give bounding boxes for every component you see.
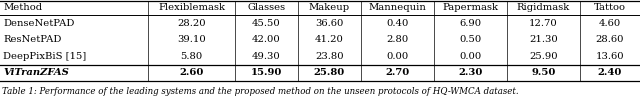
Text: 2.40: 2.40 [598, 68, 622, 77]
Text: DenseNetPAD: DenseNetPAD [3, 19, 74, 28]
Text: 5.80: 5.80 [180, 52, 203, 61]
Text: 0.00: 0.00 [387, 52, 408, 61]
Text: 42.00: 42.00 [252, 35, 281, 44]
Text: 0.00: 0.00 [460, 52, 482, 61]
Text: 25.90: 25.90 [529, 52, 558, 61]
Text: 39.10: 39.10 [177, 35, 206, 44]
Text: 36.60: 36.60 [316, 19, 344, 28]
Text: Flexiblemask: Flexiblemask [158, 3, 225, 13]
Text: 25.80: 25.80 [314, 68, 345, 77]
Text: 15.90: 15.90 [251, 68, 282, 77]
Text: Glasses: Glasses [248, 3, 285, 13]
Text: 2.70: 2.70 [385, 68, 410, 77]
Text: 12.70: 12.70 [529, 19, 558, 28]
Text: 41.20: 41.20 [315, 35, 344, 44]
Text: 2.60: 2.60 [179, 68, 204, 77]
Text: 6.90: 6.90 [460, 19, 481, 28]
Text: Tattoo: Tattoo [594, 3, 626, 13]
Text: 2.30: 2.30 [458, 68, 483, 77]
Text: Makeup: Makeup [309, 3, 350, 13]
Text: Rigidmask: Rigidmask [517, 3, 570, 13]
Text: 23.80: 23.80 [315, 52, 344, 61]
Text: 28.60: 28.60 [596, 35, 624, 44]
Text: Mannequin: Mannequin [369, 3, 426, 13]
Text: 0.50: 0.50 [460, 35, 482, 44]
Text: 13.60: 13.60 [596, 52, 624, 61]
Text: 21.30: 21.30 [529, 35, 558, 44]
Text: ViTranZFAS: ViTranZFAS [3, 68, 69, 77]
Text: 45.50: 45.50 [252, 19, 281, 28]
Text: 28.20: 28.20 [177, 19, 206, 28]
Text: Table 1: Performance of the leading systems and the proposed method on the unsee: Table 1: Performance of the leading syst… [2, 87, 518, 96]
Text: Method: Method [3, 3, 42, 13]
Text: 49.30: 49.30 [252, 52, 281, 61]
Text: DeepPixBiS [15]: DeepPixBiS [15] [3, 52, 86, 61]
Text: 0.40: 0.40 [387, 19, 409, 28]
Text: 4.60: 4.60 [599, 19, 621, 28]
Text: 2.80: 2.80 [387, 35, 408, 44]
Text: ResNetPAD: ResNetPAD [3, 35, 61, 44]
Text: Papermask: Papermask [442, 3, 499, 13]
Text: 9.50: 9.50 [531, 68, 556, 77]
